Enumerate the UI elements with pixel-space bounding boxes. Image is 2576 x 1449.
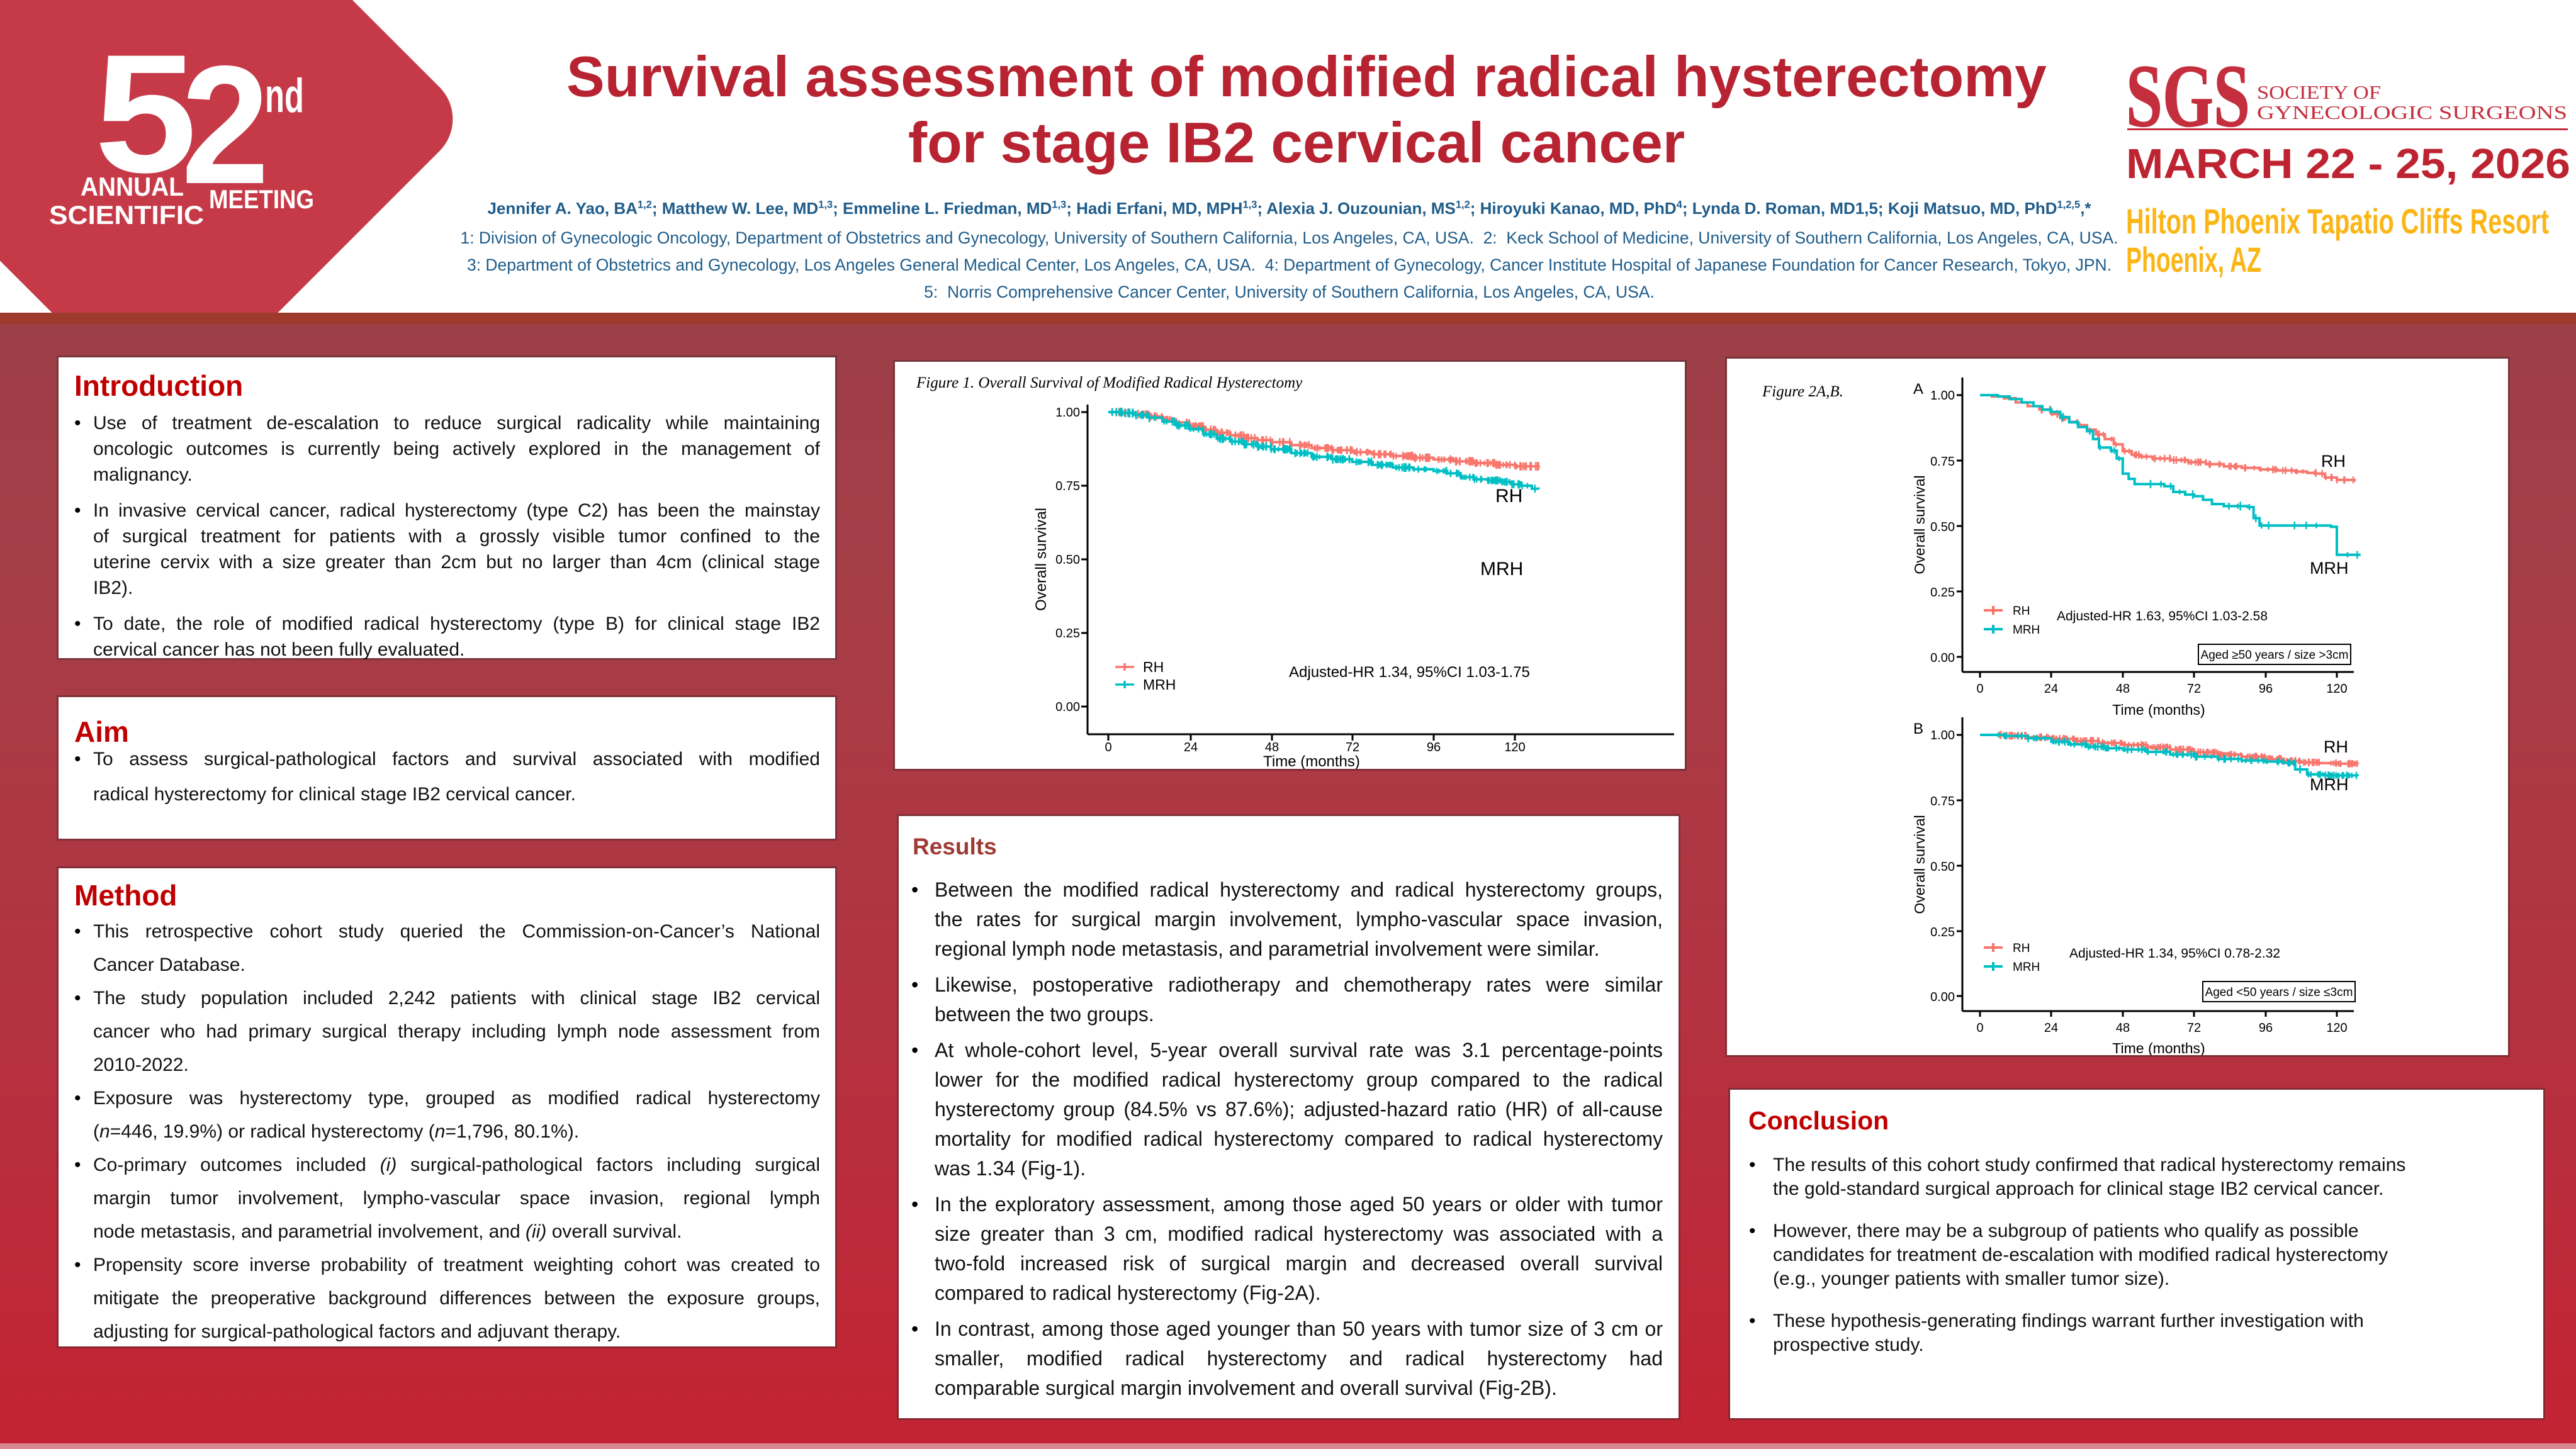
svg-text:nd: nd [265,69,304,123]
svg-text:1.00: 1.00 [1930,389,1955,403]
svg-text:0.25: 0.25 [1055,627,1080,641]
svg-text:Time (months): Time (months) [2112,702,2205,718]
svg-text:Adjusted-HR 1.34, 95%CI 0.78-2: Adjusted-HR 1.34, 95%CI 0.78-2.32 [2069,946,2280,961]
svg-text:A: A [1913,381,1923,398]
svg-text:120: 120 [1504,741,1525,754]
svg-text:Overall survival: Overall survival [1033,508,1050,611]
svg-text:0.50: 0.50 [1055,553,1080,567]
svg-text:Adjusted-HR 1.34, 95%CI 1.03-1: Adjusted-HR 1.34, 95%CI 1.03-1.75 [1289,664,1530,681]
svg-text:24: 24 [2044,682,2058,696]
svg-text:MRH: MRH [2013,624,2040,637]
svg-text:0.00: 0.00 [1930,990,1955,1004]
svg-text:0: 0 [1976,1021,1983,1035]
svg-text:0: 0 [1976,682,1983,696]
svg-text:0.25: 0.25 [1930,586,1955,600]
svg-text:48: 48 [1265,741,1279,754]
svg-text:MRH: MRH [1143,676,1176,693]
svg-text:RH: RH [1495,486,1522,506]
svg-text:GYNECOLOGIC SURGEONS: GYNECOLOGIC SURGEONS [2257,101,2567,123]
svg-text:Figure 2A,B.: Figure 2A,B. [1762,383,1843,400]
svg-text:MRH: MRH [2310,775,2349,794]
svg-text:Phoenix, AZ: Phoenix, AZ [2126,240,2261,279]
svg-text:48: 48 [2116,1021,2130,1035]
svg-text:120: 120 [2326,682,2347,696]
svg-text:Hilton Phoenix Tapatio Cliffs: Hilton Phoenix Tapatio Cliffs Resort [2126,201,2549,241]
svg-text:0.00: 0.00 [1055,700,1080,714]
svg-text:Adjusted-HR 1.63, 95%CI 1.03-2: Adjusted-HR 1.63, 95%CI 1.03-2.58 [2057,609,2268,624]
svg-text:Aged ≥50 years / size >3cm: Aged ≥50 years / size >3cm [2201,649,2349,662]
svg-text:0.50: 0.50 [1930,860,1955,874]
svg-text:96: 96 [2259,682,2273,696]
svg-text:RH: RH [1143,659,1164,675]
svg-text:Aged <50 years / size ≤3cm: Aged <50 years / size ≤3cm [2205,986,2353,999]
svg-text:Time (months): Time (months) [2112,1040,2205,1055]
svg-text:RH: RH [2013,942,2030,955]
svg-text:ANNUAL: ANNUAL [81,172,184,201]
svg-text:MRH: MRH [2013,961,2040,974]
svg-text:1.00: 1.00 [1055,406,1080,420]
svg-text:MEETING: MEETING [209,184,314,214]
svg-text:0: 0 [1105,741,1111,754]
svg-text:MARCH 22 - 25, 2026: MARCH 22 - 25, 2026 [2126,140,2570,187]
svg-text:0.00: 0.00 [1930,651,1955,665]
svg-text:0.25: 0.25 [1930,926,1955,939]
svg-text:2: 2 [181,30,269,219]
svg-text:Overall survival: Overall survival [1911,475,1928,574]
svg-text:96: 96 [1427,741,1441,754]
svg-text:SOCIETY OF: SOCIETY OF [2257,81,2381,103]
svg-text:MRH: MRH [2310,559,2349,578]
svg-text:SGS: SGS [2126,46,2250,145]
svg-text:Time (months): Time (months) [1263,753,1360,769]
svg-text:0.75: 0.75 [1055,479,1080,493]
svg-text:24: 24 [2044,1021,2058,1035]
svg-text:Figure 1. Overall Survival of: Figure 1. Overall Survival of Modified R… [916,374,1303,391]
svg-text:0.75: 0.75 [1930,455,1955,469]
svg-text:0.50: 0.50 [1930,520,1955,534]
svg-text:Overall survival: Overall survival [1911,815,1928,914]
svg-text:RH: RH [2013,605,2030,618]
svg-text:5: 5 [94,19,197,208]
svg-text:RH: RH [2321,452,2346,471]
svg-text:24: 24 [1184,741,1198,754]
svg-text:SCIENTIFIC: SCIENTIFIC [49,200,204,230]
svg-text:RH: RH [2324,737,2348,756]
svg-text:72: 72 [1346,741,1359,754]
svg-text:72: 72 [2187,1021,2201,1035]
svg-text:B: B [1913,720,1923,737]
svg-text:96: 96 [2259,1021,2273,1035]
svg-text:72: 72 [2187,682,2201,696]
svg-text:120: 120 [2326,1021,2347,1035]
svg-text:48: 48 [2116,682,2130,696]
svg-text:1.00: 1.00 [1930,729,1955,742]
svg-text:MRH: MRH [1480,559,1523,579]
svg-text:0.75: 0.75 [1930,795,1955,808]
